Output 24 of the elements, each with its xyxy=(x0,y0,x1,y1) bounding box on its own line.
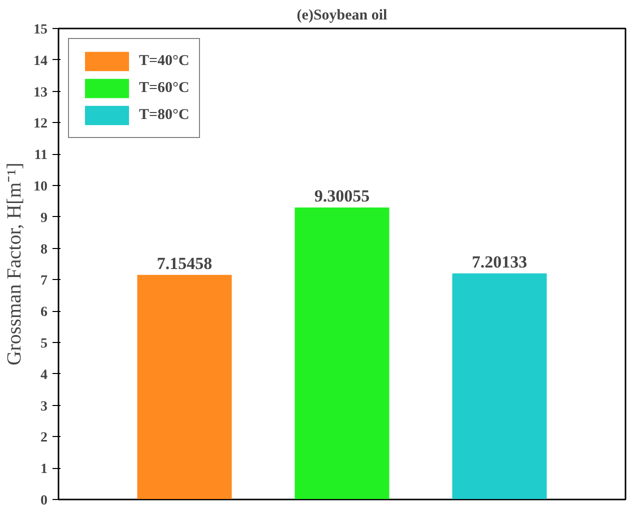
chart-title: (e)Soybean oil xyxy=(296,8,388,24)
y-tick-label: 14 xyxy=(34,54,48,69)
y-tick-label: 11 xyxy=(34,148,48,164)
y-tick-label: 6 xyxy=(40,305,48,320)
y-tick-label: 4 xyxy=(40,368,48,383)
y-tick-label: 5 xyxy=(40,336,48,352)
y-tick-label: 10 xyxy=(34,180,48,194)
y-tick-label: 2 xyxy=(40,430,48,446)
y-tick-label: 15 xyxy=(34,22,48,38)
legend-label: T=60°C xyxy=(139,80,190,96)
y-tick-label: 13 xyxy=(34,85,48,100)
data-label: 7.15458 xyxy=(156,254,212,273)
y-tick-label: 3 xyxy=(40,399,48,414)
y-tick-label: 9 xyxy=(40,210,48,226)
y-tick-label: 12 xyxy=(34,116,48,132)
y-tick-label: 7 xyxy=(40,274,48,289)
data-label: 7.20133 xyxy=(472,252,528,272)
y-tick-label: 1 xyxy=(40,462,48,478)
legend-label: T=40°C xyxy=(139,52,190,70)
y-tick-label: 0 xyxy=(40,494,48,508)
legend-label: T=80°C xyxy=(139,106,190,124)
y-tick-label: 8 xyxy=(40,242,48,258)
y-axis-title: Grossman Factor, H[m⁻¹] xyxy=(4,162,26,366)
data-label: 9.30055 xyxy=(314,186,370,206)
